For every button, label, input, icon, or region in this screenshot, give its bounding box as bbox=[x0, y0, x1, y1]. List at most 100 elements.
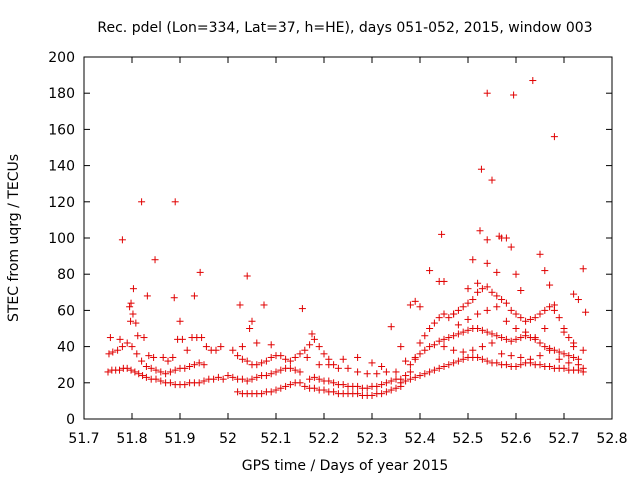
data-point bbox=[476, 227, 484, 235]
data-point bbox=[378, 363, 386, 371]
data-point bbox=[469, 256, 477, 264]
data-point bbox=[435, 314, 443, 322]
data-point bbox=[421, 332, 429, 340]
x-tick-label: 52.4 bbox=[404, 431, 435, 447]
data-point bbox=[550, 133, 558, 141]
data-point bbox=[560, 364, 568, 372]
data-point bbox=[238, 375, 246, 383]
data-point bbox=[129, 310, 137, 318]
data-point bbox=[416, 339, 424, 347]
data-point bbox=[450, 332, 458, 340]
data-point bbox=[246, 325, 254, 332]
data-point bbox=[438, 230, 446, 238]
data-point bbox=[238, 355, 246, 363]
data-point bbox=[166, 379, 174, 387]
data-point bbox=[565, 352, 573, 360]
data-point bbox=[387, 377, 395, 385]
data-point bbox=[267, 388, 275, 396]
data-point bbox=[502, 335, 510, 343]
data-point bbox=[104, 368, 112, 376]
data-point bbox=[181, 364, 189, 372]
data-point bbox=[512, 270, 520, 278]
x-axis-label: GPS time / Days of year 2015 bbox=[242, 458, 449, 474]
data-point bbox=[258, 390, 266, 398]
data-point bbox=[315, 375, 323, 383]
data-point bbox=[502, 299, 510, 307]
data-point bbox=[512, 310, 520, 318]
data-point bbox=[378, 381, 386, 389]
data-point bbox=[301, 382, 309, 390]
data-point bbox=[272, 368, 280, 376]
data-point bbox=[493, 359, 501, 367]
data-point bbox=[262, 357, 270, 365]
data-point bbox=[126, 303, 134, 311]
data-point bbox=[157, 377, 165, 385]
data-point bbox=[440, 343, 448, 351]
data-point bbox=[430, 319, 438, 327]
data-point bbox=[334, 364, 342, 372]
data-point bbox=[546, 281, 554, 289]
x-tick-label: 52.6 bbox=[500, 431, 531, 447]
data-point bbox=[464, 326, 472, 334]
y-tick-label: 0 bbox=[66, 412, 75, 428]
data-point bbox=[382, 388, 390, 396]
data-point bbox=[488, 176, 496, 184]
data-point bbox=[157, 368, 165, 376]
data-point bbox=[416, 350, 424, 358]
data-point bbox=[142, 373, 150, 381]
data-point bbox=[411, 355, 419, 363]
data-point bbox=[282, 355, 290, 363]
data-point bbox=[243, 272, 251, 280]
data-point bbox=[143, 292, 151, 300]
data-point bbox=[579, 346, 587, 354]
data-point bbox=[169, 353, 177, 361]
data-point bbox=[176, 317, 184, 325]
data-point bbox=[127, 299, 135, 307]
x-tick-label: 52.1 bbox=[260, 431, 291, 447]
data-point bbox=[426, 343, 434, 351]
data-point bbox=[579, 364, 587, 372]
data-point bbox=[498, 296, 506, 304]
data-point bbox=[138, 198, 146, 206]
y-tick-label: 100 bbox=[48, 231, 75, 247]
data-point bbox=[139, 372, 147, 380]
data-point bbox=[164, 357, 172, 365]
data-point bbox=[426, 267, 434, 275]
data-point bbox=[373, 382, 381, 390]
data-point bbox=[402, 377, 410, 385]
data-point bbox=[478, 355, 486, 363]
data-point bbox=[315, 361, 323, 369]
chart-title: Rec. pdel (Lon=334, Lat=37, h=HE), days … bbox=[97, 20, 592, 36]
data-point bbox=[450, 346, 458, 354]
data-point bbox=[234, 388, 242, 396]
x-tick-label: 52.5 bbox=[452, 431, 483, 447]
data-point bbox=[541, 343, 549, 351]
data-point bbox=[190, 361, 198, 369]
x-tick-label: 52.3 bbox=[356, 431, 387, 447]
data-point bbox=[296, 368, 304, 376]
data-point bbox=[536, 339, 544, 347]
data-point bbox=[498, 350, 506, 358]
data-point bbox=[483, 236, 491, 244]
data-point bbox=[570, 290, 578, 298]
data-point bbox=[565, 359, 573, 367]
data-point bbox=[477, 165, 485, 173]
y-tick-label: 180 bbox=[48, 86, 75, 102]
y-tick-labels: 0 20 40 60 80 100 120 140 160 180 200 bbox=[48, 50, 75, 428]
data-point bbox=[507, 352, 515, 360]
data-point bbox=[555, 348, 563, 356]
data-point bbox=[430, 341, 438, 349]
data-point bbox=[306, 341, 314, 349]
data-point bbox=[574, 296, 582, 304]
data-point bbox=[488, 330, 496, 338]
data-point bbox=[464, 315, 472, 323]
data-point bbox=[354, 382, 362, 390]
data-point bbox=[536, 352, 544, 360]
data-point bbox=[127, 366, 135, 374]
data-point bbox=[392, 384, 400, 392]
data-point bbox=[344, 364, 352, 372]
data-point bbox=[450, 310, 458, 318]
data-point bbox=[526, 355, 534, 363]
data-point bbox=[272, 386, 280, 394]
